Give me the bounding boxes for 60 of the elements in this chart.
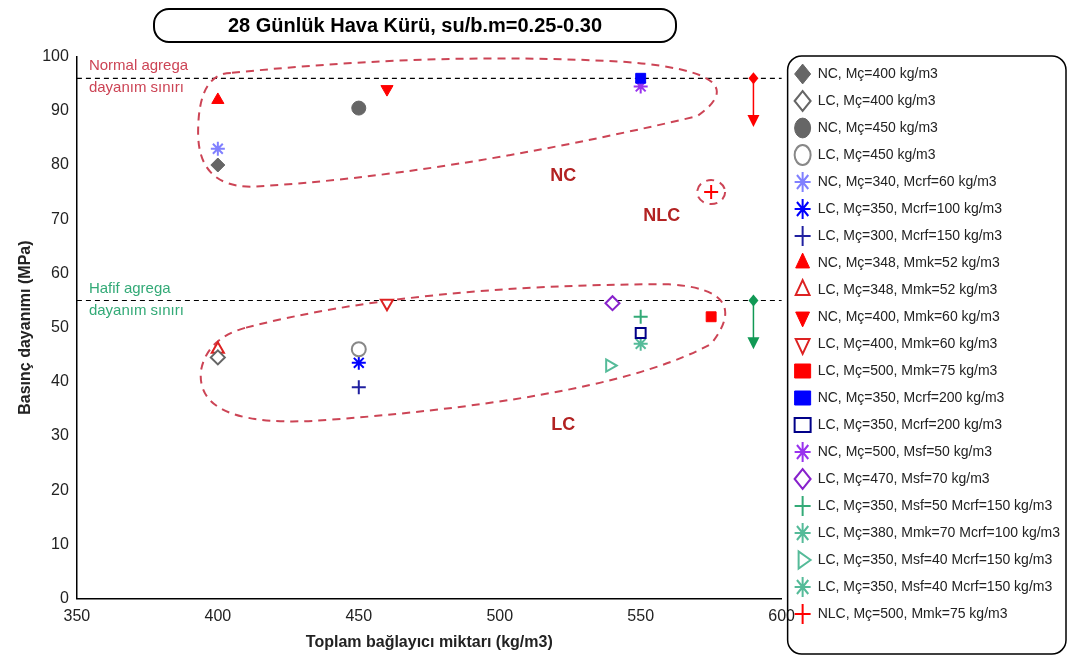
- x-tick-label: 400: [204, 606, 232, 624]
- y-tick-label: 0: [59, 589, 69, 607]
- legend-label: LC, Mç=470, Msf=70 kg/m3: [817, 469, 990, 486]
- legend-label: NC, Mç=450 kg/m3: [817, 118, 939, 135]
- point: [209, 349, 226, 366]
- point: [379, 298, 395, 312]
- y-tick-label: 100: [42, 47, 69, 65]
- legend-label: LC, Mç=348, Mmk=52 kg/m3: [817, 280, 998, 297]
- legend-label: LC, Mç=450 kg/m3: [817, 145, 936, 162]
- legend-label: NC, Mç=348, Mmk=52 kg/m3: [817, 253, 1000, 270]
- point: [350, 379, 367, 396]
- y-tick-label: 70: [51, 209, 69, 227]
- legend-label: LC, Mç=350, Msf=40 Mcrf=150 kg/m3: [817, 577, 1053, 594]
- x-tick-label: 500: [486, 606, 514, 624]
- legend-label: NC, Mç=400 kg/m3: [817, 64, 939, 81]
- legend-label: LC, Mç=400 kg/m3: [817, 91, 936, 108]
- legend-label: LC, Mç=500, Mmk=75 kg/m3: [817, 361, 998, 378]
- legend-label: NC, Mç=350, Mcrf=200 kg/m3: [817, 388, 1005, 405]
- point: [209, 140, 226, 157]
- y-tick-label: 10: [51, 534, 69, 552]
- y-tick-label: 50: [51, 318, 69, 336]
- legend-label: LC, Mç=380, Mmk=70 Mcrf=100 kg/m3: [817, 523, 1061, 540]
- y-tick-label: 30: [51, 426, 69, 444]
- legend-label: NC, Mç=400, Mmk=60 kg/m3: [817, 307, 1000, 324]
- x-axis-title: Toplam bağlayıcı miktarı (kg/m3): [305, 632, 553, 650]
- ref-line-label: Hafif agrega dayanım sınırı: [88, 278, 184, 318]
- y-tick-label: 60: [51, 263, 69, 281]
- point: [634, 327, 647, 339]
- point: [632, 308, 649, 325]
- legend-label: LC, Mç=350, Mcrf=200 kg/m3: [817, 415, 1003, 432]
- legend-label: LC, Mç=350, Mcrf=100 kg/m3: [817, 199, 1003, 216]
- point: [635, 72, 647, 84]
- point: [210, 157, 226, 173]
- point: [705, 311, 717, 323]
- legend-label: NLC, Mç=500, Mmk=75 kg/m3: [817, 604, 1008, 621]
- annotation: LC: [551, 414, 576, 435]
- legend-label: LC, Mç=350, Msf=40 Mcrf=150 kg/m3: [817, 550, 1053, 567]
- x-tick-label: 450: [345, 606, 373, 624]
- legend-label: NC, Mç=340, Mcrf=60 kg/m3: [817, 172, 997, 189]
- ref-line-label: Normal agrega dayanım sınırı: [88, 56, 189, 96]
- chart-title: 28 Günlük Hava Kürü, su/b.m=0.25-0.30: [153, 8, 677, 43]
- point: [380, 85, 394, 97]
- point: [350, 341, 367, 358]
- legend-label: LC, Mç=350, Msf=50 Mcrf=150 kg/m3: [817, 496, 1053, 513]
- point: [351, 100, 367, 116]
- legend-label: LC, Mç=300, Mcrf=150 kg/m3: [817, 226, 1003, 243]
- x-tick-label: 550: [627, 606, 655, 624]
- y-tick-label: 20: [51, 480, 69, 498]
- legend-label: LC, Mç=400, Mmk=60 kg/m3: [817, 334, 998, 351]
- point: [604, 295, 621, 312]
- y-tick-label: 90: [51, 101, 69, 119]
- point: [211, 92, 225, 104]
- y-tick-label: 40: [51, 372, 69, 390]
- y-tick-label: 80: [51, 155, 69, 173]
- y-axis-title: Basınç dayanımı (MPa): [16, 240, 34, 415]
- annotation: NLC: [643, 205, 681, 226]
- point: [605, 358, 618, 373]
- annotation: NC: [550, 164, 577, 185]
- legend-label: NC, Mç=500, Msf=50 kg/m3: [817, 442, 993, 459]
- x-tick-label: 350: [63, 606, 91, 624]
